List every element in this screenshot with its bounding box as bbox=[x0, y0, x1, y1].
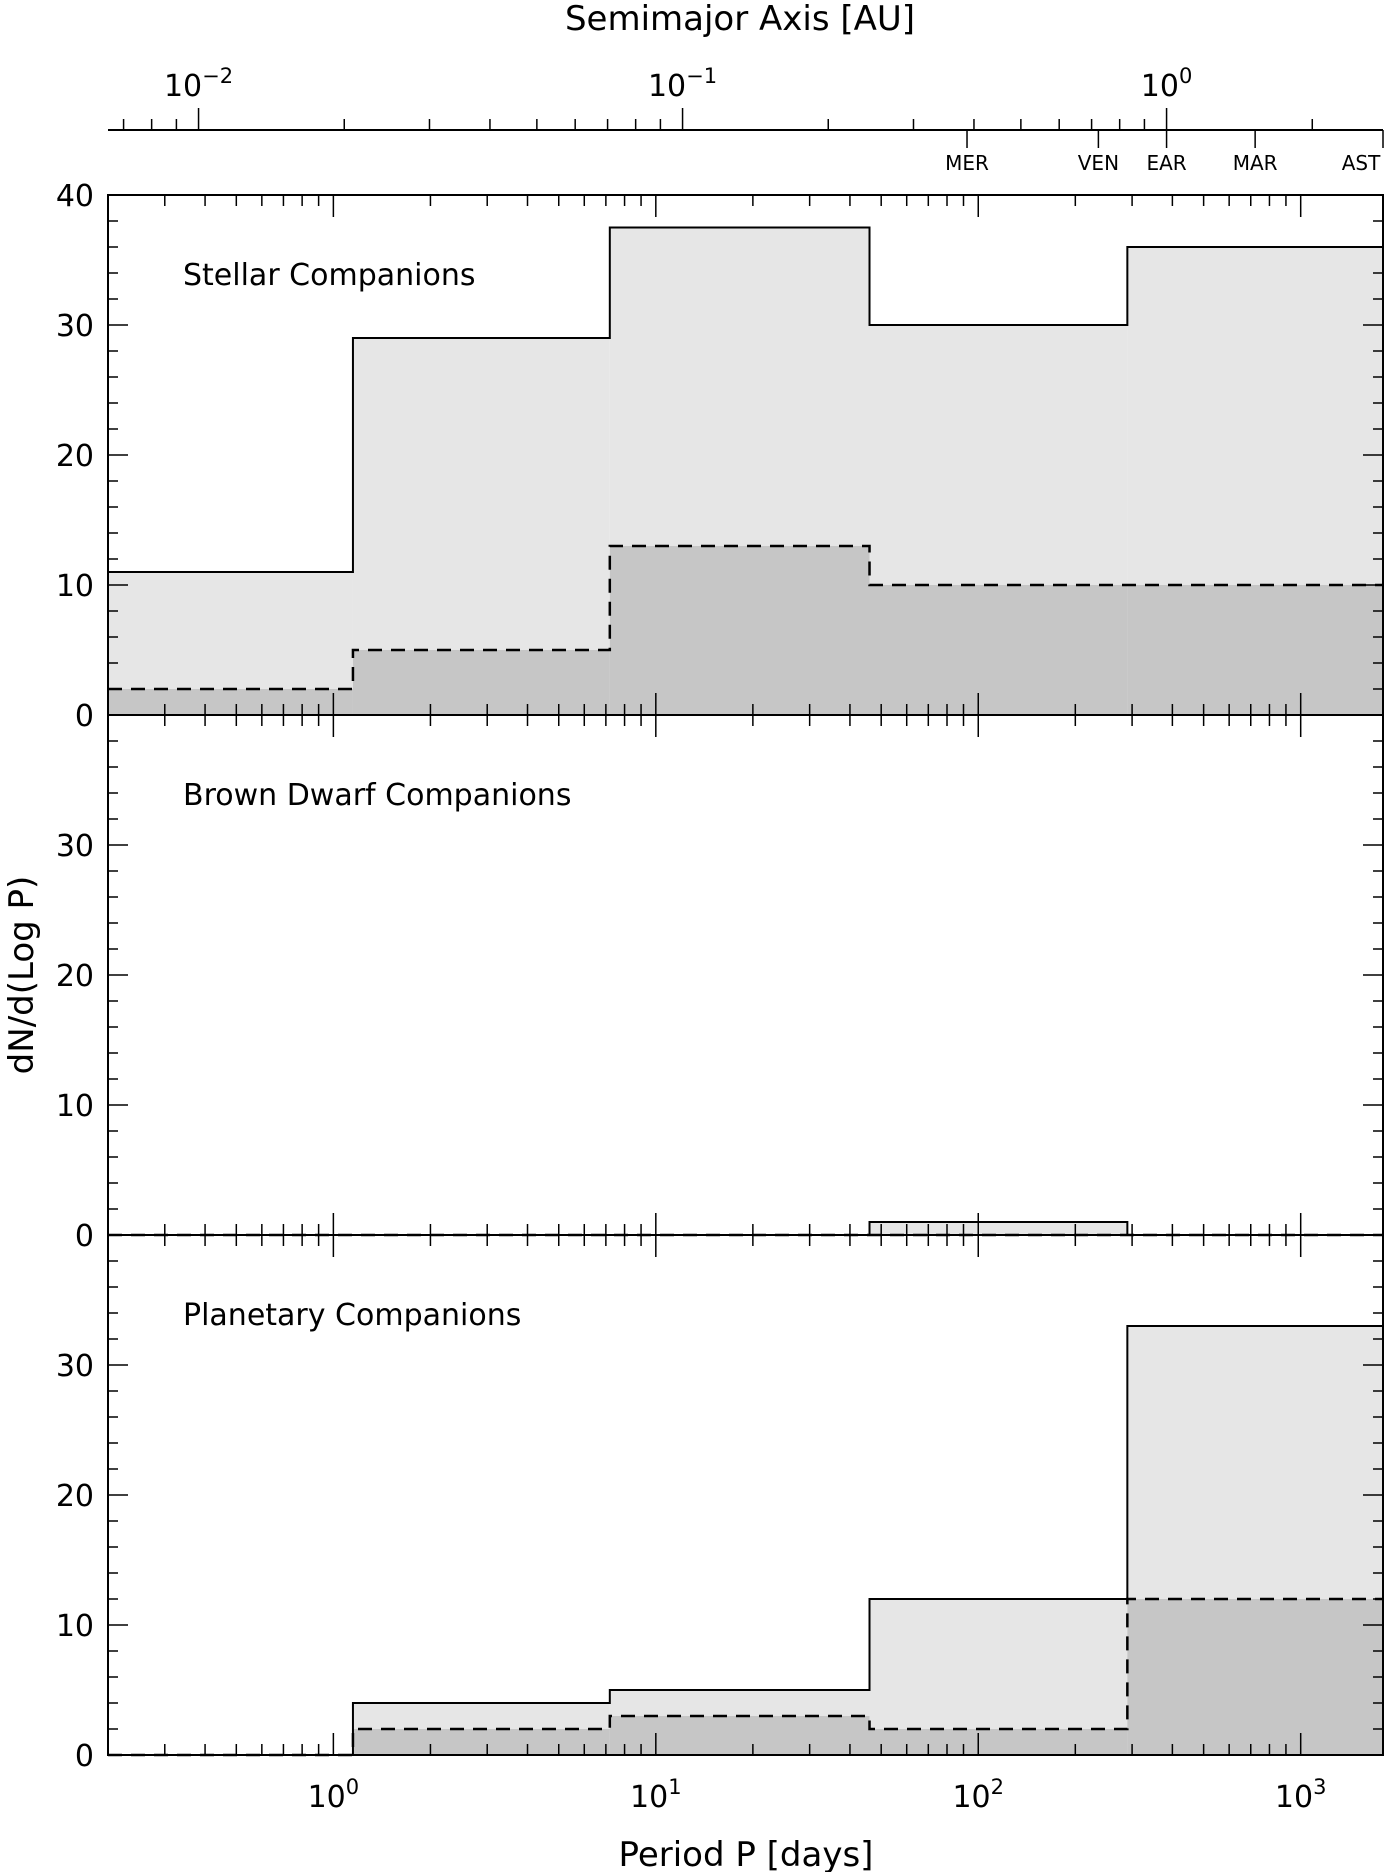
x-tick-label-1000: 103 bbox=[1275, 1775, 1327, 1815]
y-tick-label-3-30: 30 bbox=[56, 1349, 94, 1384]
x-tick-label-100: 102 bbox=[952, 1775, 1004, 1815]
bar-subset-3-4 bbox=[869, 1729, 1128, 1755]
bar-subset-1-1 bbox=[108, 689, 353, 715]
subset-step-line-3 bbox=[108, 1597, 1383, 1757]
bar-subset-1-2 bbox=[352, 650, 610, 715]
y-tick-label-1-10: 10 bbox=[56, 569, 94, 604]
histogram-fill-layer bbox=[108, 227, 1383, 1755]
subset-step-line-1 bbox=[108, 544, 1383, 691]
y-tick-label-3-10: 10 bbox=[56, 1609, 94, 1644]
bar-subset-1-4 bbox=[869, 585, 1128, 715]
axes-layer bbox=[107, 108, 1384, 1756]
bar-subset-1-5 bbox=[1127, 585, 1383, 715]
x-tick-label-1: 100 bbox=[308, 1775, 360, 1815]
x-axis-title: Period P [days] bbox=[619, 1835, 874, 1872]
top-tick-label-0.01: 10−2 bbox=[164, 64, 233, 104]
y-tick-label-2-20: 20 bbox=[56, 959, 94, 994]
y-tick-label-1-30: 30 bbox=[56, 309, 94, 344]
x-tick-label-10: 101 bbox=[630, 1775, 682, 1815]
panel-label-3: Planetary Companions bbox=[183, 1298, 521, 1333]
planet-label-ven: VEN bbox=[1078, 151, 1119, 175]
y-tick-label-2-0: 0 bbox=[75, 1219, 94, 1254]
planet-label-mer: MER bbox=[945, 151, 989, 175]
total-step-line-1 bbox=[108, 226, 1383, 573]
top-tick-label-0.1: 10−1 bbox=[648, 64, 717, 104]
y-tick-label-1-20: 20 bbox=[56, 439, 94, 474]
top-tick-label-1: 100 bbox=[1141, 64, 1193, 104]
planet-label-ast: AST bbox=[1342, 151, 1381, 175]
planet-label-ear: EAR bbox=[1146, 151, 1186, 175]
top-axis-title: Semimajor Axis [AU] bbox=[565, 0, 915, 39]
y-tick-label-2-30: 30 bbox=[56, 829, 94, 864]
total-step-line-2 bbox=[108, 1221, 1383, 1236]
y-tick-label-1-0: 0 bbox=[75, 699, 94, 734]
bar-subset-3-2 bbox=[352, 1729, 610, 1755]
panel-label-1: Stellar Companions bbox=[183, 258, 476, 293]
bar-total-2-4 bbox=[869, 1222, 1128, 1235]
y-tick-label-3-20: 20 bbox=[56, 1479, 94, 1514]
bar-subset-1-3 bbox=[609, 546, 870, 715]
y-tick-label-1-40: 40 bbox=[56, 179, 94, 214]
y-tick-label-3-0: 0 bbox=[75, 1739, 94, 1774]
planet-label-mar: MAR bbox=[1233, 151, 1278, 175]
bar-subset-3-5 bbox=[1127, 1599, 1383, 1755]
panel-label-2: Brown Dwarf Companions bbox=[183, 778, 571, 813]
y-tick-label-2-10: 10 bbox=[56, 1089, 94, 1124]
y-axis-title: dN/d(Log P) bbox=[2, 876, 42, 1075]
bar-subset-3-3 bbox=[609, 1716, 870, 1755]
total-step-line-3 bbox=[108, 1325, 1383, 1756]
